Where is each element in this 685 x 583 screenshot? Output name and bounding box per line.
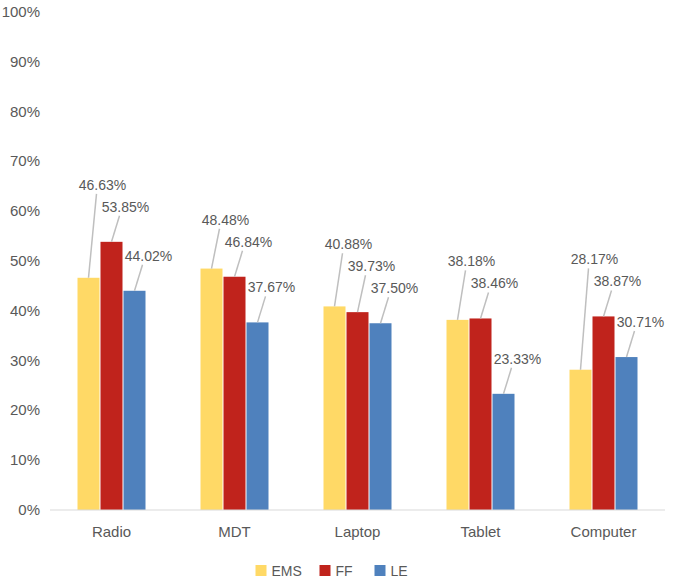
x-axis-line bbox=[50, 510, 665, 511]
data-label: 38.87% bbox=[594, 273, 641, 289]
bar bbox=[124, 291, 146, 510]
bar bbox=[370, 323, 392, 510]
leader-line bbox=[335, 253, 343, 306]
legend: EMS FF LE bbox=[256, 563, 408, 579]
data-label: 37.67% bbox=[248, 279, 295, 295]
y-tick-label: 40% bbox=[10, 302, 40, 319]
y-tick-label: 0% bbox=[18, 501, 40, 518]
leader-line bbox=[604, 290, 612, 316]
x-tick-label: Radio bbox=[92, 523, 131, 540]
y-tick-label: 50% bbox=[10, 252, 40, 269]
data-label: 46.63% bbox=[79, 177, 126, 193]
data-label: 23.33% bbox=[494, 351, 541, 367]
leader-line bbox=[258, 296, 266, 322]
data-label: 53.85% bbox=[102, 199, 149, 215]
x-tick-label: Laptop bbox=[335, 523, 381, 540]
leader-line bbox=[212, 229, 220, 269]
bar bbox=[493, 394, 515, 510]
bar bbox=[201, 269, 223, 510]
legend-label: LE bbox=[391, 563, 408, 579]
y-tick-label: 60% bbox=[10, 202, 40, 219]
bar bbox=[247, 322, 269, 510]
bar bbox=[447, 320, 469, 510]
leader-line bbox=[89, 194, 97, 278]
y-tick-label: 80% bbox=[10, 103, 40, 120]
y-tick-label: 90% bbox=[10, 53, 40, 70]
data-label: 28.17% bbox=[571, 251, 618, 267]
legend-swatch bbox=[320, 565, 331, 576]
bar bbox=[593, 316, 615, 510]
leader-line bbox=[504, 368, 512, 394]
x-tick-label: Tablet bbox=[460, 523, 501, 540]
data-labels: 46.63% 53.85% 44.02% 48.48% 46.84% 37.67% 40.8… bbox=[79, 177, 664, 394]
data-label: 38.46% bbox=[471, 275, 518, 291]
data-label: 30.71% bbox=[617, 314, 664, 330]
y-tick-label: 10% bbox=[10, 451, 40, 468]
legend-swatch bbox=[375, 565, 386, 576]
bar bbox=[324, 306, 346, 510]
data-label: 46.84% bbox=[225, 234, 272, 250]
data-label: 48.48% bbox=[202, 212, 249, 228]
leader-line bbox=[581, 268, 589, 369]
leader-line bbox=[112, 216, 120, 242]
bar bbox=[616, 357, 638, 510]
y-tick-label: 30% bbox=[10, 352, 40, 369]
x-tick-label: Computer bbox=[571, 523, 637, 540]
data-label: 37.50% bbox=[371, 280, 418, 296]
leader-line bbox=[235, 251, 243, 277]
bar bbox=[224, 277, 246, 510]
bar bbox=[347, 312, 369, 510]
leader-line bbox=[481, 292, 489, 318]
legend-swatch bbox=[256, 565, 267, 576]
bar bbox=[101, 242, 123, 510]
y-tick-label: 70% bbox=[10, 152, 40, 169]
bar bbox=[470, 318, 492, 510]
bar bbox=[570, 370, 592, 510]
data-label: 39.73% bbox=[348, 258, 395, 274]
legend-label: EMS bbox=[272, 563, 302, 579]
leader-line bbox=[458, 270, 466, 319]
leader-line bbox=[627, 331, 635, 357]
y-tick-label: 100% bbox=[2, 3, 40, 20]
chart: 0% 10% 20% 30% 40% 50% 60% 70% 80% 90% 100% 46.63% 5… bbox=[0, 0, 685, 583]
data-label: 38.18% bbox=[448, 253, 495, 269]
leader-line bbox=[381, 297, 389, 323]
legend-label: FF bbox=[336, 563, 353, 579]
leader-line bbox=[135, 265, 143, 291]
y-tick-label: 20% bbox=[10, 401, 40, 418]
x-tick-label: MDT bbox=[218, 523, 251, 540]
data-label: 44.02% bbox=[125, 248, 172, 264]
leader-line bbox=[358, 275, 366, 312]
data-label: 40.88% bbox=[325, 236, 372, 252]
bars bbox=[78, 242, 638, 510]
bar bbox=[78, 278, 100, 510]
